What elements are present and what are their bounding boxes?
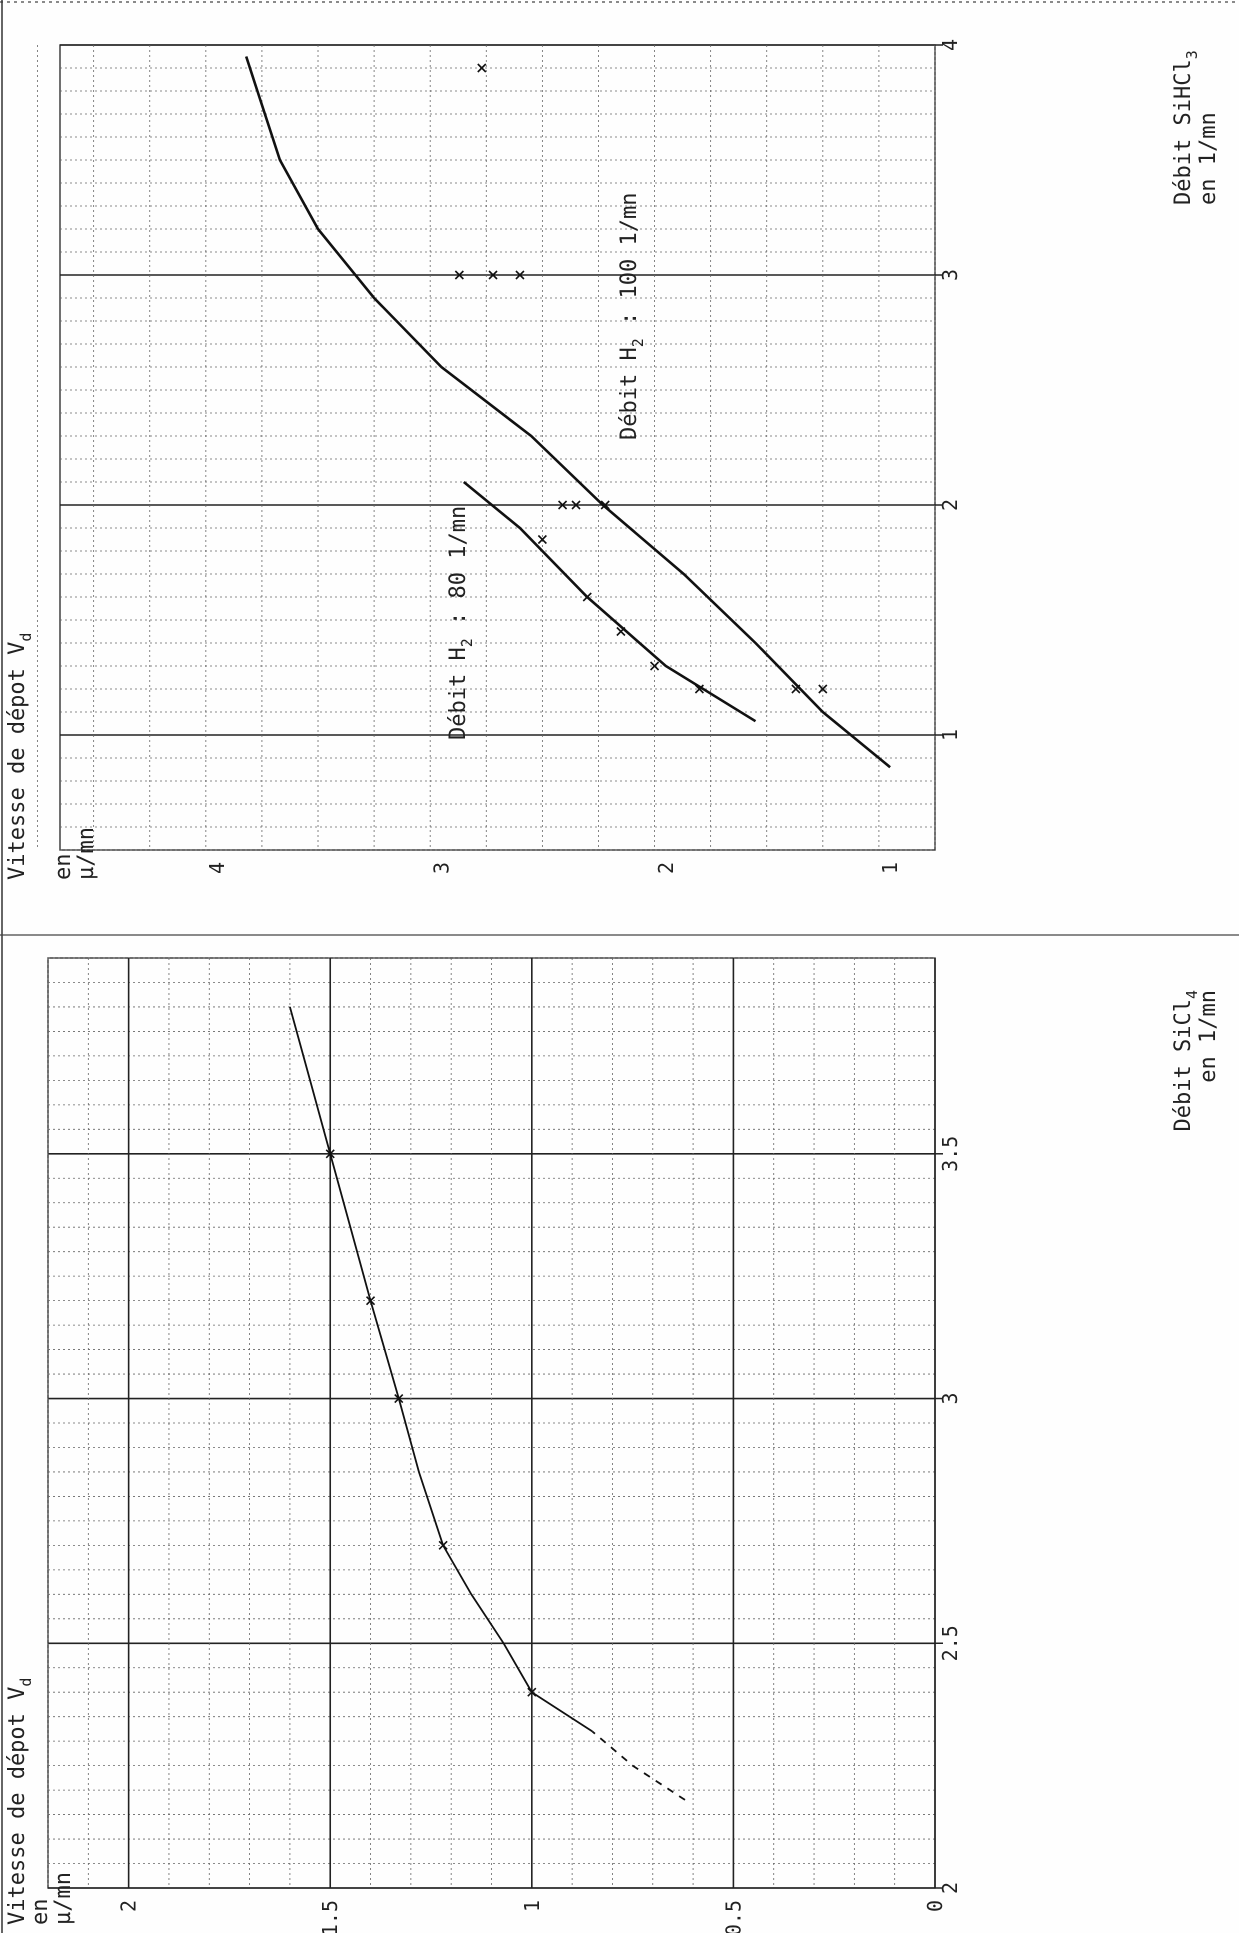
chart-sihcl3-xlabel-unit: en 1/mn [1196, 112, 1221, 205]
y-tick-label: 2 [654, 862, 678, 874]
series-curve-1 [244, 56, 891, 769]
chart-sihcl3-panel: 1 2 3 4 1 2 3 4 Débit SiHCl3 en 1/mn Vitesse de… [5, 39, 1221, 880]
data-point [616, 626, 626, 637]
data-point [791, 684, 801, 694]
x-tick-label: 3 [938, 269, 962, 281]
y-tick-label: 1.5 [318, 1900, 342, 1933]
chart-sicl4-panel: 22.533.500.511.52 Débit SiCl4 en 1/mn Vi… [5, 957, 1221, 1936]
y-tick-label: 1 [878, 862, 902, 874]
chart-sicl4-grid [47, 957, 936, 1889]
chart-sicl4-xlabel: Débit SiCl4 [1171, 990, 1201, 1131]
series-curve-extrapolated [591, 1730, 686, 1801]
data-point [438, 1540, 448, 1550]
chart-sihcl3-xlabel: Débit SiHCl3 [1171, 50, 1201, 205]
data-point [365, 1296, 376, 1306]
series-label-h2-80: Débit H2 : 80 1/mn [446, 506, 476, 740]
data-point [582, 592, 592, 602]
y-tick-label: 3 [429, 862, 453, 874]
chart-sihcl3-ylabel: Vitesse de dépot Vd [5, 633, 35, 880]
x-tick-label: 1 [938, 729, 962, 741]
x-tick-label: 2 [938, 1882, 962, 1894]
data-point [694, 684, 704, 694]
chart-sicl4-ylabel: Vitesse de dépot Vd [5, 1678, 35, 1925]
data-point [515, 270, 525, 280]
chart-sicl4-xlabel-unit: en 1/mn [1196, 990, 1221, 1083]
series-label-h2-100: Débit H2 : 100 1/mn [617, 193, 647, 440]
data-point [477, 63, 487, 73]
chart-sicl4-points [325, 1149, 537, 1697]
chart-sihcl3-ylabel-unit-1: en [51, 854, 76, 881]
x-tick-label: 4 [938, 39, 962, 51]
data-point [571, 500, 581, 510]
chart-sicl4-ylabel-unit-1: en [28, 1899, 53, 1926]
data-point [557, 500, 568, 510]
chart-sihcl3-points [454, 63, 828, 694]
data-point [649, 661, 660, 671]
data-point [454, 270, 464, 280]
x-tick-label: 3 [938, 1393, 962, 1405]
data-point [488, 270, 498, 280]
y-tick-label: 0.5 [721, 1900, 745, 1933]
y-tick-label: 1 [520, 1900, 544, 1912]
data-point [325, 1149, 335, 1159]
data-point [537, 534, 547, 545]
series-curve [289, 1006, 593, 1733]
y-tick-label: 4 [205, 862, 229, 874]
chart-sicl4-curves [289, 1006, 686, 1801]
y-tick-label: 0 [923, 1900, 947, 1912]
data-point [818, 684, 828, 694]
y-tick-label: 2 [117, 1900, 141, 1912]
data-point [600, 500, 610, 510]
data-point [394, 1393, 404, 1404]
data-point [527, 1687, 537, 1697]
chart-sihcl3-grid [37, 44, 936, 851]
x-tick-label: 2 [938, 499, 962, 511]
chart-sicl4-ylabel-unit-2: µ/mn [51, 1872, 76, 1925]
chart-sihcl3-ylabel-unit-2: µ/mn [74, 827, 99, 880]
chart-sicl4-tick-labels: 22.533.500.511.52 [117, 1136, 962, 1936]
chart-sihcl3-tick-labels: 1 2 3 4 1 2 3 4 [205, 39, 962, 874]
